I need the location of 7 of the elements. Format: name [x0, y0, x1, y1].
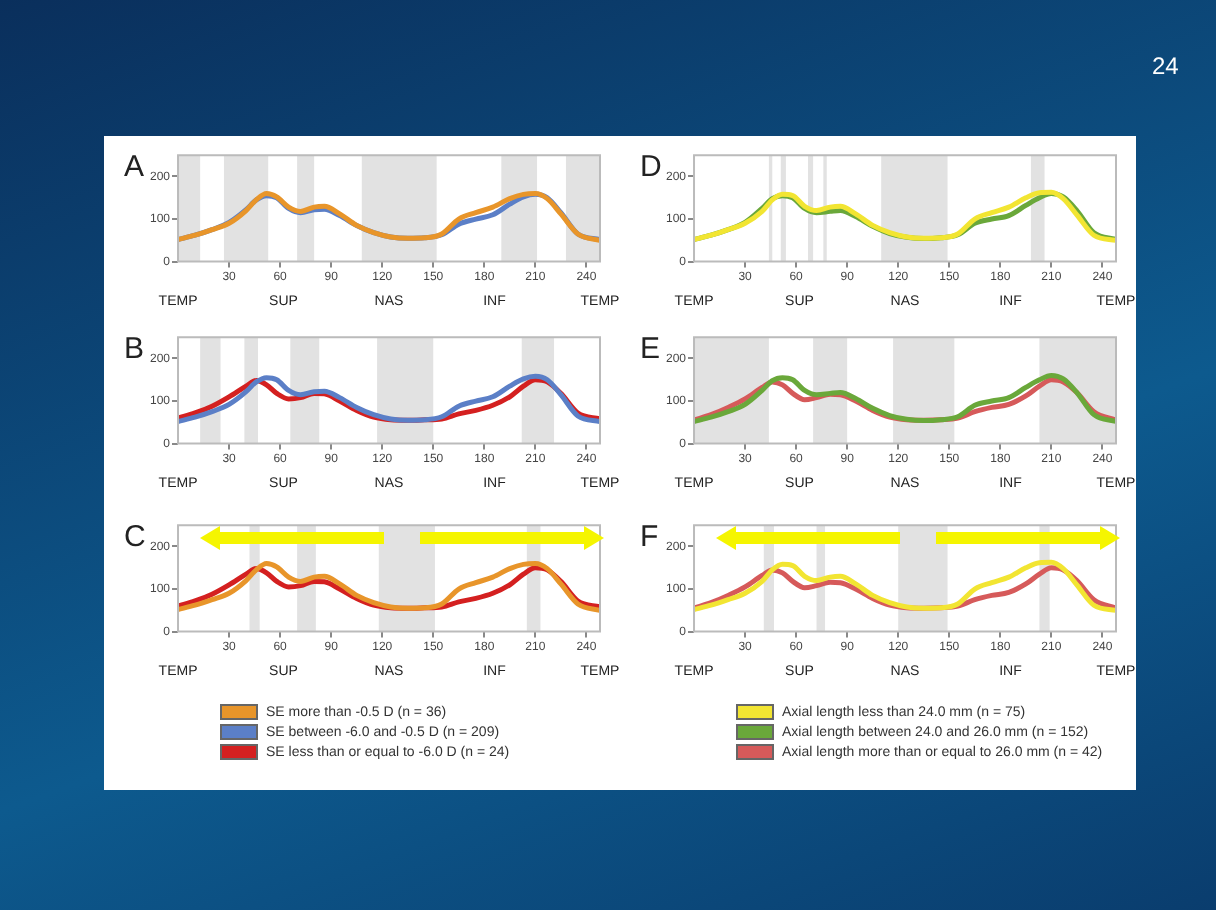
chart-title: B	[124, 332, 145, 366]
chart-title: F	[640, 520, 659, 554]
chart-title: D	[640, 150, 662, 184]
chart-title: C	[124, 520, 146, 554]
text: 24	[1152, 52, 1179, 80]
chart-title: A	[124, 150, 145, 184]
chart-title: E	[640, 332, 661, 366]
